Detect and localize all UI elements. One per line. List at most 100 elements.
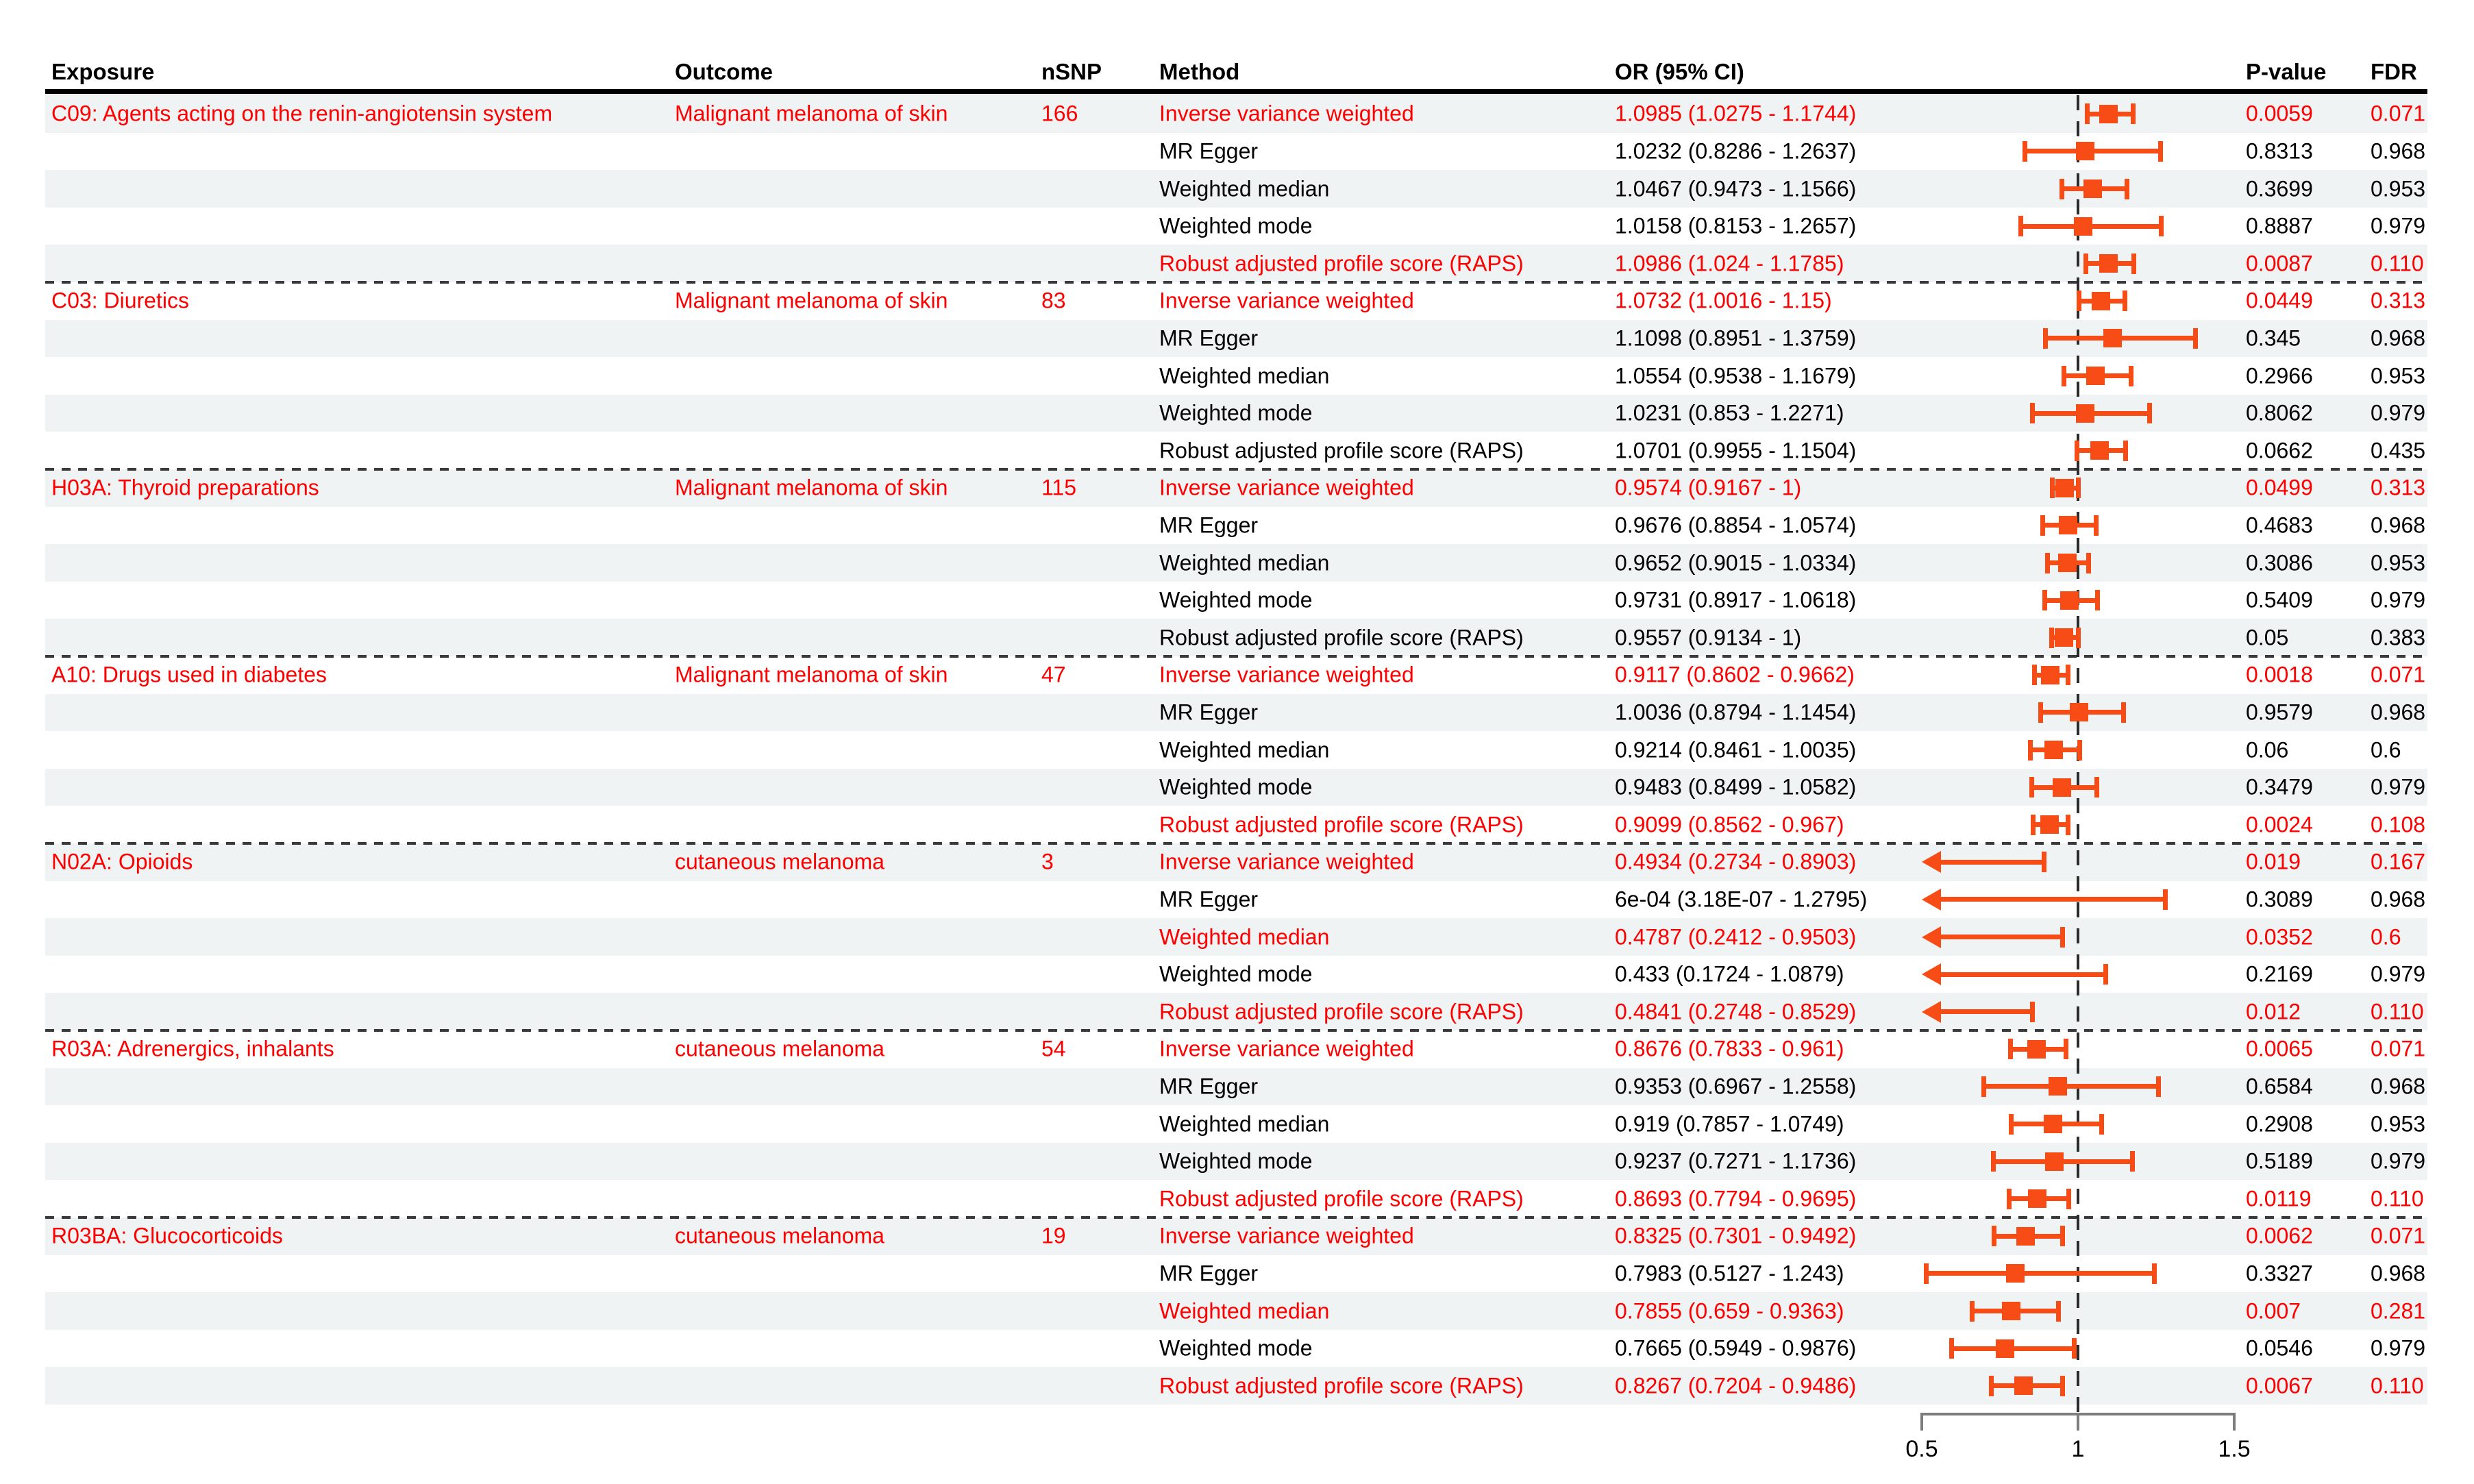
exposure-label: C03: Diuretics (51, 288, 189, 313)
method-label: MR Egger (1159, 138, 1259, 164)
or-ci-label: 0.9574 (0.9167 - 1) (1615, 475, 1802, 500)
forest-marker (2044, 741, 2063, 759)
ci-cap-right (2130, 103, 2136, 125)
method-label: Robust adjusted profile score (RAPS) (1159, 1186, 1524, 1211)
p-value: 0.05 (2246, 625, 2289, 650)
p-value: 0.3327 (2246, 1261, 2313, 1286)
fdr-value: 0.281 (2371, 1298, 2426, 1323)
or-ci-label: 1.0467 (0.9473 - 1.1566) (1615, 176, 1857, 201)
or-ci-label: 1.0986 (1.024 - 1.1785) (1615, 251, 1844, 276)
fdr-value: 0.6 (2371, 924, 2401, 949)
forest-marker (2001, 1302, 2020, 1320)
fdr-value: 0.167 (2371, 849, 2426, 874)
fdr-value: 0.979 (2371, 1335, 2426, 1361)
p-value: 0.345 (2246, 325, 2301, 351)
or-ci-label: 0.7665 (0.5949 - 0.9876) (1615, 1335, 1857, 1361)
fdr-value: 0.313 (2371, 475, 2426, 500)
forest-marker (2027, 1189, 2046, 1209)
fdr-value: 0.071 (2371, 1036, 2426, 1061)
or-ci-label: 0.7983 (0.5127 - 1.243) (1615, 1261, 1844, 1286)
fdr-value: 0.968 (2371, 138, 2426, 164)
forest-marker (2044, 1152, 2064, 1171)
ci-cap-left (2040, 515, 2045, 536)
method-label: Weighted median (1159, 924, 1330, 949)
method-label: Inverse variance weighted (1159, 849, 1414, 874)
ci-cap-right (2147, 403, 2152, 424)
method-label: Inverse variance weighted (1159, 1223, 1414, 1248)
row-stripe (45, 693, 2427, 732)
ci-cap-right (2059, 1375, 2065, 1396)
ci-cap-left (1981, 1076, 1986, 1097)
column-header-pvalue: P-value (2246, 59, 2327, 84)
ci-cap-right (2125, 178, 2130, 199)
ci-cap-left (2031, 814, 2036, 835)
ci-cap-left (1969, 1300, 1975, 1322)
row-stripe (45, 469, 2427, 507)
method-label: Robust adjusted profile score (RAPS) (1159, 438, 1524, 463)
forest-marker (2073, 217, 2092, 236)
forest-marker (2060, 591, 2079, 610)
p-value: 0.3086 (2246, 550, 2313, 575)
nsnp-value: 19 (1041, 1223, 1066, 1248)
p-value: 0.0662 (2246, 438, 2313, 463)
p-value: 0.3699 (2246, 176, 2313, 201)
forest-marker (2103, 329, 2122, 348)
ci-cap-left (1990, 1151, 1996, 1172)
ci-cap-right (2121, 702, 2127, 723)
outcome-label: Malignant melanoma of skin (675, 288, 948, 313)
row-stripe (45, 95, 2427, 133)
or-ci-label: 0.9117 (0.8602 - 0.9662) (1615, 662, 1855, 687)
p-value: 0.5409 (2246, 587, 2313, 613)
forest-marker (2041, 665, 2060, 684)
fdr-value: 0.979 (2371, 587, 2426, 613)
ci-cap-right (2094, 777, 2099, 798)
fdr-value: 0.968 (2371, 700, 2426, 725)
p-value: 0.0499 (2246, 475, 2313, 500)
x-axis-tick (1920, 1413, 1923, 1431)
p-value: 0.06 (2246, 737, 2289, 762)
ci-cap-right (2065, 814, 2070, 835)
row-stripe (45, 170, 2427, 208)
or-ci-label: 0.7855 (0.659 - 0.9363) (1615, 1298, 1844, 1323)
ci-cap-right (2095, 590, 2101, 611)
ci-cap-left (2084, 103, 2090, 125)
ci-cap-right (2077, 739, 2082, 760)
forest-marker (2099, 104, 2118, 123)
or-ci-label: 0.4841 (0.2748 - 0.8529) (1615, 999, 1857, 1024)
method-label: Inverse variance weighted (1159, 1036, 1414, 1061)
nsnp-value: 47 (1041, 662, 1066, 687)
forest-marker (2048, 1077, 2067, 1096)
fdr-value: 0.313 (2371, 288, 2426, 313)
ci-cap-left (2043, 327, 2049, 349)
p-value: 0.9579 (2246, 700, 2313, 725)
ci-cap-right (2123, 290, 2128, 312)
ci-cap-left (2074, 440, 2079, 461)
fdr-value: 0.110 (2371, 251, 2424, 276)
p-value: 0.6584 (2246, 1074, 2313, 1099)
ci-line (1937, 972, 2106, 977)
or-ci-label: 0.9214 (0.8461 - 1.0035) (1615, 737, 1857, 762)
exposure-label: N02A: Opioids (51, 849, 193, 874)
group-separator (45, 281, 2427, 284)
or-ci-label: 0.9557 (0.9134 - 1) (1615, 625, 1802, 650)
ci-cap-right (2159, 216, 2164, 237)
group-separator (45, 1029, 2427, 1032)
method-label: Inverse variance weighted (1159, 662, 1414, 687)
ci-cap-right (2094, 515, 2099, 536)
ci-clip-arrow-left (1922, 926, 1941, 948)
column-header-nsnp: nSNP (1041, 59, 1102, 84)
or-ci-label: 0.9731 (0.8917 - 1.0618) (1615, 587, 1857, 613)
x-axis-tick-label: 1 (2071, 1436, 2085, 1462)
or-ci-label: 0.8693 (0.7794 - 0.9695) (1615, 1186, 1857, 1211)
p-value: 0.8313 (2246, 138, 2313, 164)
method-label: MR Egger (1159, 887, 1259, 912)
method-label: Weighted median (1159, 1111, 1330, 1136)
method-label: Weighted mode (1159, 587, 1313, 613)
ci-line (1937, 897, 2166, 902)
ci-line (1937, 1009, 2032, 1015)
ci-cap-left (1988, 1375, 1994, 1396)
ci-cap-right (2066, 1188, 2072, 1209)
forest-marker (2043, 1115, 2062, 1133)
forest-marker (2005, 1264, 2025, 1283)
p-value: 0.0065 (2246, 1036, 2313, 1061)
